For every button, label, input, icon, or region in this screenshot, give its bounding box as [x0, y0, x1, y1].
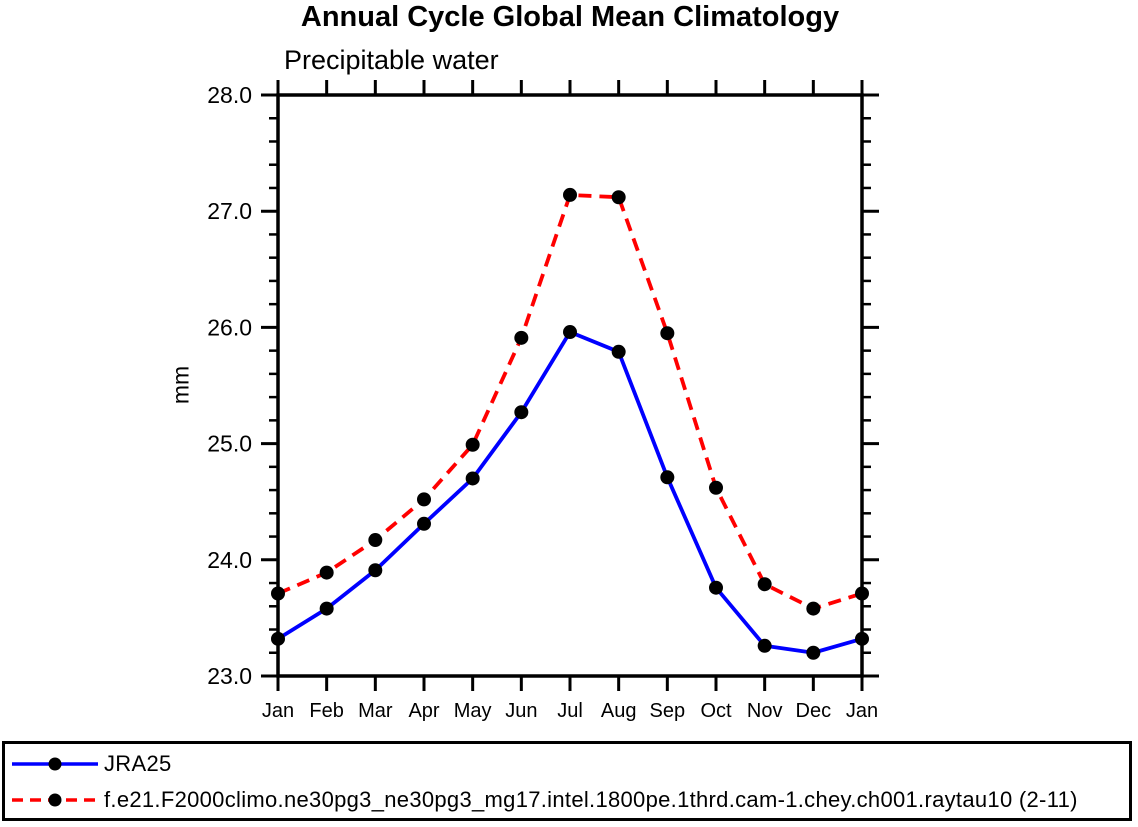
- data-point-marker: [611, 190, 626, 205]
- data-point-marker: [417, 516, 431, 531]
- x-tick-label: May: [454, 700, 492, 722]
- y-tick-label: 28.0: [207, 82, 252, 108]
- legend-line-sample-icon: [12, 757, 98, 771]
- data-point-marker: [514, 405, 529, 420]
- series-line-dashed: [277, 193, 863, 611]
- x-tick-label: Dec: [796, 700, 832, 722]
- y-tick-label: 24.0: [207, 547, 252, 573]
- legend-label-model-run: f.e21.F2000climo.ne30pg3_ne30pg3_mg17.in…: [104, 787, 1078, 812]
- data-point-marker: [271, 631, 285, 646]
- data-point-marker: [271, 586, 285, 601]
- x-tick-label: Mar: [358, 700, 393, 722]
- x-tick-label: Apr: [408, 700, 439, 722]
- chart-title: Annual Cycle Global Mean Climatology: [300, 1, 840, 33]
- data-point-marker: [855, 586, 869, 601]
- data-point-marker: [319, 565, 334, 580]
- legend-item-jra25: JRA25: [10, 750, 172, 778]
- data-point-marker: [806, 601, 821, 616]
- data-point-marker: [709, 580, 723, 595]
- x-tick-label: Nov: [747, 700, 783, 722]
- x-tick-label: Jul: [557, 700, 583, 722]
- data-point-marker: [465, 471, 480, 486]
- data-point-marker: [660, 470, 675, 485]
- data-point-marker: [514, 330, 529, 345]
- data-point-marker: [806, 645, 821, 660]
- legend-item-model-run: f.e21.F2000climo.ne30pg3_ne30pg3_mg17.in…: [10, 786, 1078, 814]
- data-point-marker: [757, 638, 772, 653]
- legend-label-jra25: JRA25: [104, 751, 172, 776]
- data-point-marker: [855, 631, 869, 646]
- legend-line-sample-icon: [12, 793, 98, 807]
- data-point-marker: [757, 577, 772, 592]
- x-tick-label: Jun: [505, 700, 537, 722]
- data-point-marker: [563, 187, 577, 202]
- y-tick-label: 27.0: [207, 198, 252, 224]
- data-point-marker: [465, 437, 480, 452]
- y-tick-label: 25.0: [207, 431, 252, 457]
- y-tick-label: 26.0: [207, 314, 252, 340]
- chart-subtitle: Precipitable water: [284, 45, 499, 75]
- data-point-marker: [660, 326, 675, 341]
- data-point-marker: [611, 344, 626, 359]
- x-tick-label: Jan: [262, 700, 294, 722]
- x-tick-label: Sep: [650, 700, 686, 722]
- data-point-marker: [368, 563, 383, 578]
- x-tick-label: Jan: [846, 700, 878, 722]
- data-point-marker: [709, 480, 723, 495]
- x-tick-label: Aug: [601, 700, 637, 722]
- data-point-marker: [417, 492, 431, 507]
- series-line-solid: [276, 330, 863, 655]
- data-point-marker: [368, 533, 383, 548]
- plot-area: 23.0 24.0 25.0 26.0 27.0 28.0 Jan Feb Mar Apr May J…: [207, 80, 879, 722]
- x-tick-label: Feb: [309, 700, 343, 722]
- legend-box: JRA25 f.e21.F2000climo.ne30pg3_ne30pg3_m…: [2, 741, 1132, 821]
- data-point-marker: [563, 325, 577, 340]
- y-tick-label: 23.0: [207, 663, 252, 689]
- data-point-marker: [319, 601, 334, 616]
- x-tick-label: Oct: [700, 700, 732, 722]
